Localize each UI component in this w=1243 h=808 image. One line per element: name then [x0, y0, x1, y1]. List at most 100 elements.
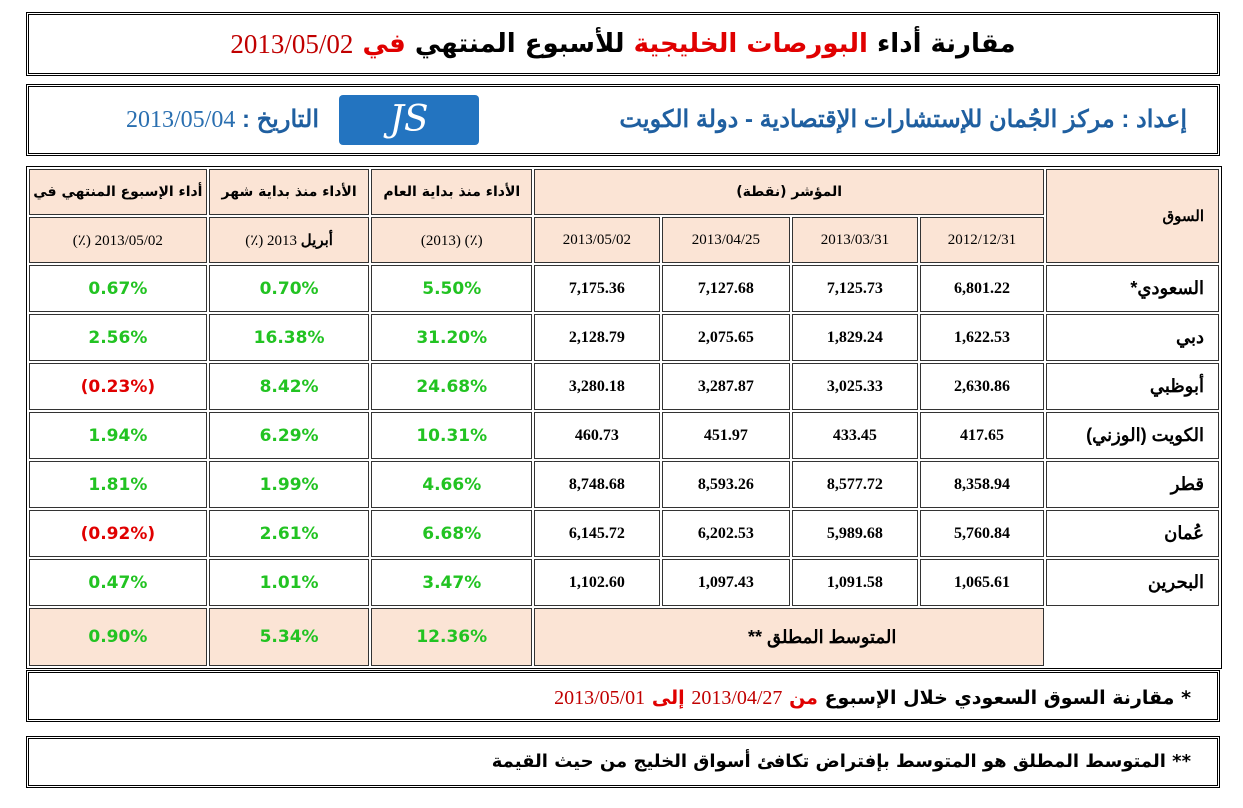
header-month-sub: أبريل 2013 (٪) — [208, 217, 370, 263]
week-performance: 1.81% — [29, 461, 207, 508]
index-value: 460.73 — [534, 412, 660, 459]
market-name: البحرين — [1046, 559, 1219, 606]
week-performance: (0.23%) — [29, 363, 207, 410]
index-value: 1,102.60 — [534, 559, 660, 606]
index-value: 7,127.68 — [661, 265, 791, 312]
ytd-performance: 31.20% — [371, 314, 533, 361]
month-performance: 2.61% — [208, 510, 370, 557]
title-in: في — [362, 29, 406, 59]
table-row: 1.94% 6.29% 10.31% 460.73 451.97 433.45 417.65… — [29, 412, 1219, 459]
week-performance: 2.56% — [29, 314, 207, 361]
title-text: مقارنة أداء — [877, 29, 1016, 59]
week-performance: 0.67% — [29, 265, 207, 312]
index-value: 3,025.33 — [792, 363, 918, 410]
footnote-average: ** المتوسط المطلق هو المتوسط بإفتراض تكا… — [26, 736, 1220, 788]
index-value: 5,760.84 — [919, 510, 1045, 557]
avg-ytd: 12.36% — [371, 608, 533, 666]
index-value: 7,125.73 — [792, 265, 918, 312]
month-performance: 16.38% — [208, 314, 370, 361]
header-date-1: 2012/12/31 — [919, 217, 1045, 263]
week-performance: (0.92%) — [29, 510, 207, 557]
week-performance: 1.94% — [29, 412, 207, 459]
table-row: 1.81% 1.99% 4.66% 8,748.68 8,593.26 8,577.72 8… — [29, 461, 1219, 508]
ytd-performance: 5.50% — [371, 265, 533, 312]
market-name: عُمان — [1046, 510, 1219, 557]
index-value: 2,630.86 — [919, 363, 1045, 410]
index-value: 8,593.26 — [661, 461, 791, 508]
table-row: 2.56% 16.38% 31.20% 2,128.79 2,075.65 1,829.2… — [29, 314, 1219, 361]
market-name: أبوظبي — [1046, 363, 1219, 410]
avg-month: 5.34% — [208, 608, 370, 666]
index-value: 5,989.68 — [792, 510, 918, 557]
index-value: 1,829.24 — [792, 314, 918, 361]
market-name: السعودي* — [1046, 265, 1219, 312]
average-row: 0.90% 5.34% 12.36% المتوسط المطلق ** — [29, 608, 1219, 666]
index-value: 451.97 — [661, 412, 791, 459]
index-value: 1,091.58 — [792, 559, 918, 606]
header-market: السوق — [1046, 169, 1219, 263]
table-row: (0.23%) 8.42% 24.68% 3,280.18 3,287.87 3,025.… — [29, 363, 1219, 410]
avg-label: المتوسط المطلق ** — [534, 608, 1045, 666]
title-date: 2013/05/02 — [230, 28, 354, 59]
title-text-2: للأسبوع المنتهي — [414, 29, 625, 59]
note1-date2: 2013/05/01 — [554, 687, 646, 709]
avg-week: 0.90% — [29, 608, 207, 666]
week-performance: 0.47% — [29, 559, 207, 606]
month-performance: 8.42% — [208, 363, 370, 410]
header-date-2: 2013/03/31 — [792, 217, 918, 263]
index-value: 1,622.53 — [919, 314, 1045, 361]
logo-icon: JS — [339, 95, 479, 145]
report-title: مقارنة أداء البورصات الخليجية للأسبوع ال… — [26, 12, 1220, 76]
index-value: 3,287.87 — [661, 363, 791, 410]
index-value: 6,145.72 — [534, 510, 660, 557]
index-value: 7,175.36 — [534, 265, 660, 312]
note1-text: * مقارنة السوق السعودي خلال الإسبوع — [824, 687, 1191, 709]
ytd-performance: 3.47% — [371, 559, 533, 606]
note1-from: من — [789, 687, 818, 709]
header-index: المؤشر (نقطة) — [534, 169, 1045, 215]
market-name: قطر — [1046, 461, 1219, 508]
prepared-by: إعداد : مركز الجُمان للإستشارات الإقتصاد… — [619, 106, 1187, 133]
market-table: أداء الإسبوع المنتهي في الأداء منذ بداية… — [26, 166, 1222, 669]
market-name: الكويت (الوزني) — [1046, 412, 1219, 459]
header-date-4: 2013/05/02 — [534, 217, 660, 263]
avg-empty — [1046, 608, 1219, 666]
index-value: 417.65 — [919, 412, 1045, 459]
index-value: 1,097.43 — [661, 559, 791, 606]
header-month: الأداء منذ بداية شهر — [208, 169, 370, 215]
report-date: التاريخ : 2013/05/04 — [69, 105, 319, 134]
ytd-performance: 6.68% — [371, 510, 533, 557]
index-value: 6,202.53 — [661, 510, 791, 557]
date-label: التاريخ : — [242, 106, 319, 133]
header-ytd-sub: (٪) (2013) — [371, 217, 533, 263]
index-value: 8,358.94 — [919, 461, 1045, 508]
index-value: 3,280.18 — [534, 363, 660, 410]
index-value: 1,065.61 — [919, 559, 1045, 606]
header-ytd: الأداء منذ بداية العام — [371, 169, 533, 215]
index-value: 2,128.79 — [534, 314, 660, 361]
date-value: 2013/05/04 — [126, 107, 236, 133]
table-row: 0.47% 1.01% 3.47% 1,102.60 1,097.43 1,091.58 1… — [29, 559, 1219, 606]
index-value: 8,748.68 — [534, 461, 660, 508]
table-row: (0.92%) 2.61% 6.68% 6,145.72 6,202.53 5,989.6… — [29, 510, 1219, 557]
index-value: 6,801.22 — [919, 265, 1045, 312]
ytd-performance: 24.68% — [371, 363, 533, 410]
index-value: 433.45 — [792, 412, 918, 459]
month-sub: 2013 (٪) — [245, 232, 298, 249]
header-week-sub: 2013/05/02 (٪) — [29, 217, 207, 263]
table-row: 0.67% 0.70% 5.50% 7,175.36 7,127.68 7,125.73 6… — [29, 265, 1219, 312]
market-name: دبي — [1046, 314, 1219, 361]
title-highlight: البورصات الخليجية — [633, 29, 868, 59]
index-value: 2,075.65 — [661, 314, 791, 361]
index-value: 8,577.72 — [792, 461, 918, 508]
footnote-saudi: * مقارنة السوق السعودي خلال الإسبوع من 2… — [26, 670, 1220, 722]
month-performance: 1.99% — [208, 461, 370, 508]
note1-date1: 2013/04/27 — [691, 687, 783, 709]
month-performance: 1.01% — [208, 559, 370, 606]
header-date-3: 2013/04/25 — [661, 217, 791, 263]
month-performance: 6.29% — [208, 412, 370, 459]
header-week: أداء الإسبوع المنتهي في — [29, 169, 207, 215]
prepared-by-panel: إعداد : مركز الجُمان للإستشارات الإقتصاد… — [26, 84, 1220, 156]
ytd-performance: 10.31% — [371, 412, 533, 459]
ytd-performance: 4.66% — [371, 461, 533, 508]
